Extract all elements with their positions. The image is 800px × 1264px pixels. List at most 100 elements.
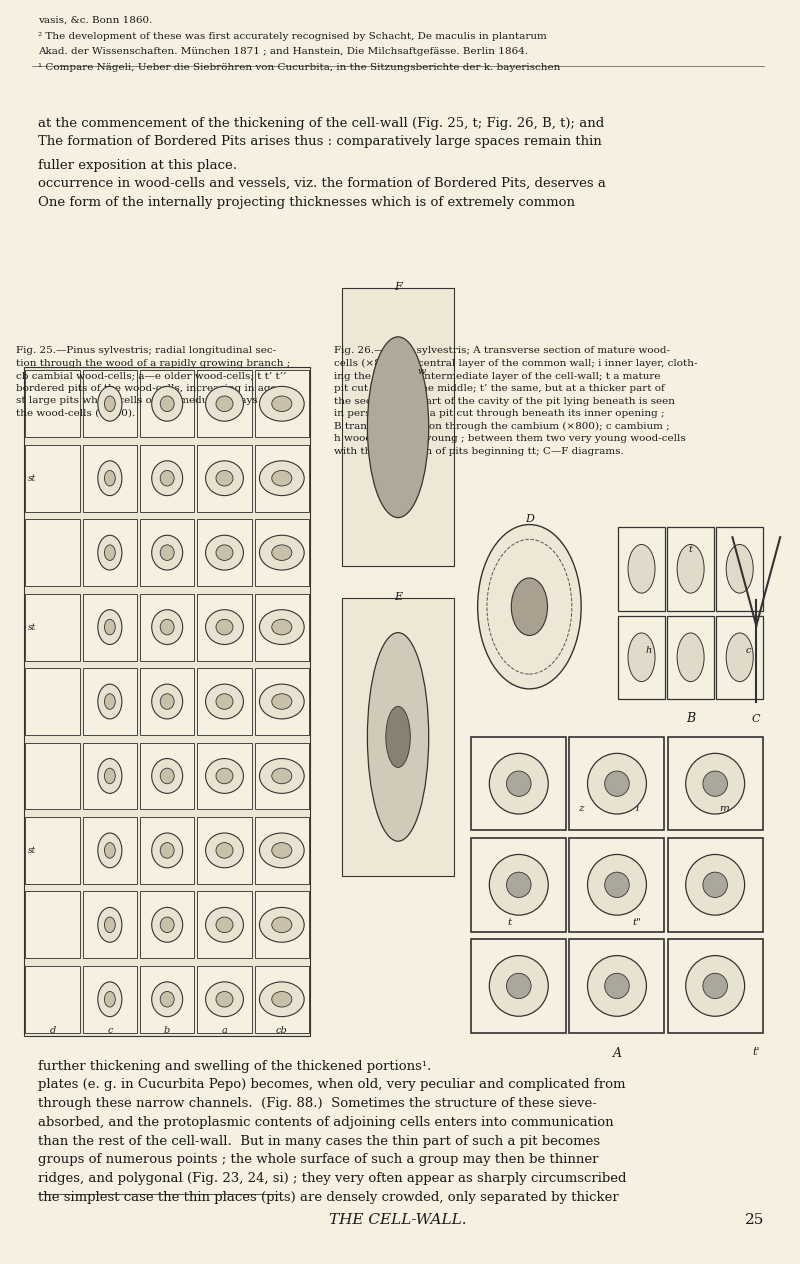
Ellipse shape	[587, 753, 646, 814]
Bar	[570, 737, 665, 830]
Ellipse shape	[605, 973, 630, 999]
Ellipse shape	[272, 470, 292, 485]
Text: Fig. 25.—Pinus sylvestris; radial longitudinal sec-
tion through the wood of a r: Fig. 25.—Pinus sylvestris; radial longit…	[16, 346, 300, 418]
Bar	[254, 742, 309, 809]
Ellipse shape	[216, 396, 233, 412]
Ellipse shape	[105, 545, 115, 560]
Bar	[26, 520, 80, 586]
Ellipse shape	[160, 843, 174, 858]
Ellipse shape	[206, 609, 243, 645]
Bar	[716, 616, 763, 699]
Text: ² The development of these was first accurately recognised by Schacht, De maculi: ² The development of these was first acc…	[38, 32, 547, 40]
Ellipse shape	[686, 956, 745, 1016]
Ellipse shape	[686, 854, 745, 915]
Ellipse shape	[152, 758, 182, 794]
Bar	[82, 891, 137, 958]
Text: vasis, &c. Bonn 1860.: vasis, &c. Bonn 1860.	[38, 16, 153, 25]
Text: than the rest of the cell-wall.  But in many cases the thin part of such a pit b: than the rest of the cell-wall. But in m…	[38, 1135, 600, 1148]
Ellipse shape	[628, 633, 655, 681]
Ellipse shape	[98, 387, 122, 421]
Ellipse shape	[105, 619, 115, 635]
Bar	[140, 445, 194, 512]
Ellipse shape	[490, 854, 548, 915]
Ellipse shape	[587, 854, 646, 915]
Ellipse shape	[259, 535, 304, 570]
Bar	[82, 742, 137, 809]
Ellipse shape	[605, 771, 630, 796]
Ellipse shape	[216, 918, 233, 933]
Ellipse shape	[216, 470, 233, 485]
Text: The formation of Bordered Pits arises thus : comparatively large spaces remain t: The formation of Bordered Pits arises th…	[38, 135, 602, 148]
Ellipse shape	[105, 843, 115, 858]
Bar	[198, 742, 251, 809]
Bar	[618, 527, 666, 611]
Bar	[26, 669, 80, 734]
Ellipse shape	[216, 545, 233, 560]
Text: at the commencement of the thickening of the cell-wall (Fig. 25, t; Fig. 26, B, : at the commencement of the thickening of…	[38, 116, 605, 129]
Text: F: F	[394, 282, 402, 292]
Bar	[26, 966, 80, 1033]
Ellipse shape	[206, 535, 243, 570]
Ellipse shape	[105, 991, 115, 1007]
Text: THE CELL-WALL.: THE CELL-WALL.	[330, 1213, 467, 1227]
Bar	[198, 520, 251, 586]
Ellipse shape	[677, 545, 704, 593]
Ellipse shape	[506, 771, 531, 796]
Ellipse shape	[259, 609, 304, 645]
Text: One form of the internally projecting thicknesses which is of extremely common: One form of the internally projecting th…	[38, 196, 575, 209]
Text: E: E	[394, 592, 402, 602]
Ellipse shape	[587, 956, 646, 1016]
Bar	[198, 370, 251, 437]
Bar	[140, 966, 194, 1033]
Ellipse shape	[272, 694, 292, 709]
Text: t: t	[507, 918, 511, 928]
Ellipse shape	[160, 694, 174, 709]
Ellipse shape	[259, 461, 304, 495]
Ellipse shape	[206, 684, 243, 719]
Bar	[26, 445, 80, 512]
Bar	[716, 527, 763, 611]
Ellipse shape	[160, 545, 174, 560]
Ellipse shape	[703, 771, 727, 796]
Bar	[198, 817, 251, 884]
Text: w: w	[418, 367, 426, 377]
Text: st: st	[28, 474, 36, 483]
Bar	[198, 669, 251, 734]
Ellipse shape	[206, 833, 243, 868]
Ellipse shape	[98, 758, 122, 794]
Bar	[618, 616, 666, 699]
Bar	[82, 817, 137, 884]
Ellipse shape	[160, 619, 174, 635]
Ellipse shape	[216, 769, 233, 784]
Bar	[26, 817, 80, 884]
Ellipse shape	[272, 396, 292, 412]
Text: D: D	[525, 514, 534, 525]
Ellipse shape	[605, 872, 630, 897]
Ellipse shape	[98, 609, 122, 645]
Ellipse shape	[98, 684, 122, 719]
Bar	[24, 367, 310, 1036]
Bar	[254, 669, 309, 734]
Bar	[668, 737, 762, 830]
Bar	[140, 370, 194, 437]
Ellipse shape	[506, 973, 531, 999]
Ellipse shape	[152, 609, 182, 645]
Bar	[140, 669, 194, 734]
Bar	[342, 598, 454, 876]
Text: fuller exposition at this place.: fuller exposition at this place.	[38, 158, 238, 172]
Circle shape	[511, 578, 547, 636]
Ellipse shape	[206, 461, 243, 495]
Text: occurrence in wood-cells and vessels, viz. the formation of Bordered Pits, deser: occurrence in wood-cells and vessels, vi…	[38, 177, 606, 190]
Ellipse shape	[490, 753, 548, 814]
Bar	[198, 891, 251, 958]
Ellipse shape	[105, 918, 115, 933]
Ellipse shape	[367, 336, 429, 518]
Ellipse shape	[206, 758, 243, 794]
Text: m: m	[719, 804, 730, 814]
Ellipse shape	[160, 918, 174, 933]
Text: t': t'	[753, 1047, 760, 1057]
Bar	[26, 370, 80, 437]
Text: absorbed, and the protoplasmic contents of adjoining cells enters into communica: absorbed, and the protoplasmic contents …	[38, 1116, 614, 1129]
Bar	[140, 742, 194, 809]
Ellipse shape	[216, 619, 233, 635]
